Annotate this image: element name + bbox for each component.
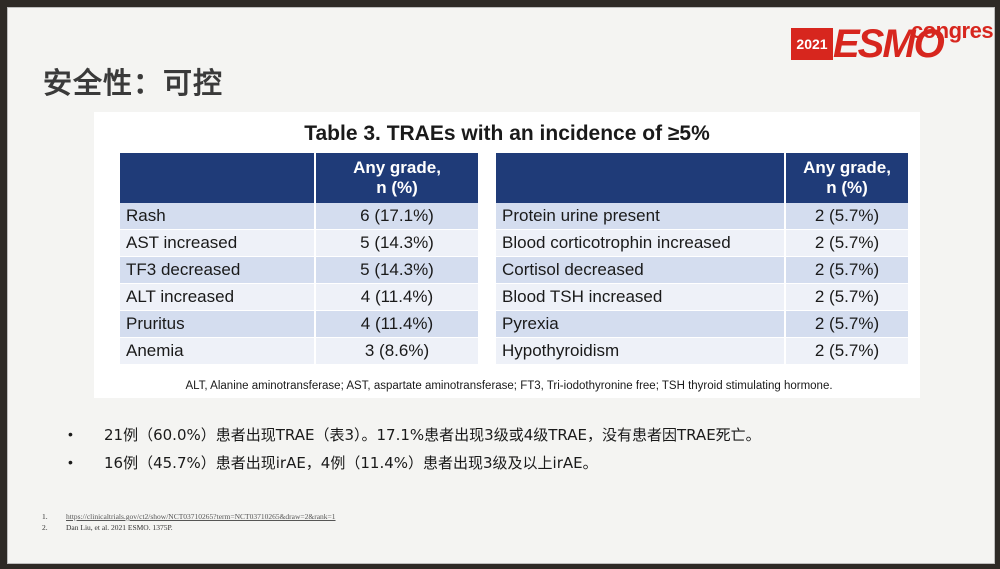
reference-link[interactable]: https://clinicaltrials.gov/ct2/show/NCT0… — [66, 512, 336, 521]
event-name-cell: Anemia — [120, 337, 316, 365]
event-name-cell: Protein urine present — [496, 203, 786, 230]
reference-item: 2. Dan Liu, et al. 2021 ESMO. 1375P. — [42, 523, 336, 534]
table-header-cell: Any grade, n (%) — [315, 153, 478, 203]
logo-brand: ESMO — [833, 22, 945, 66]
bullet-text: 16例（45.7%）患者出现irAE，4例（11.4%）患者出现3级及以上irA… — [104, 453, 598, 472]
table-header-cell — [496, 153, 786, 203]
event-name-cell: AST increased — [120, 229, 316, 257]
event-name-cell: Cortisol decreased — [496, 256, 786, 284]
any-grade-cell: 2 (5.7%) — [785, 283, 908, 311]
table-header-row: Any grade, n (%) — [120, 153, 478, 203]
table-row: Pruritus 4 (11.4%) — [120, 310, 478, 338]
table-row: TF3 decreased 5 (14.3%) — [120, 256, 478, 284]
reference-number: 2. — [42, 523, 48, 532]
table-area: Table 3. TRAEs with an incidence of ≥5% … — [94, 112, 920, 398]
list-item: • 21例（60.0%）患者出现TRAE（表3）。17.1%患者出现3级或4级T… — [68, 420, 761, 448]
trae-table-right: Any grade, n (%) Protein urine present 2 … — [496, 153, 908, 365]
event-name-cell: Rash — [120, 203, 316, 230]
table-row: Blood TSH increased 2 (5.7%) — [496, 283, 908, 311]
bullet-text: 21例（60.0%）患者出现TRAE（表3）。17.1%患者出现3级或4级TRA… — [104, 425, 761, 444]
table-row: Rash 6 (17.1%) — [120, 203, 478, 230]
reference-item: 1. https://clinicaltrials.gov/ct2/show/N… — [42, 512, 336, 523]
table-footnote: ALT, Alanine aminotransferase; AST, aspa… — [185, 380, 833, 392]
event-name-cell: Hypothyroidism — [496, 337, 786, 365]
bullet-icon: • — [68, 426, 73, 442]
event-name-cell: Pruritus — [120, 310, 316, 338]
any-grade-cell: 2 (5.7%) — [785, 229, 908, 257]
references: 1. https://clinicaltrials.gov/ct2/show/N… — [42, 512, 336, 534]
any-grade-cell: 5 (14.3%) — [315, 256, 478, 284]
table-row: Cortisol decreased 2 (5.7%) — [496, 256, 908, 284]
table-header-cell — [120, 153, 316, 203]
esmo-logo: 2021 ESMO congress — [791, 18, 994, 78]
slide: 安全性：可控 2021 ESMO congress Table 3. TRAEs… — [7, 7, 995, 564]
any-grade-cell: 2 (5.7%) — [785, 337, 908, 365]
any-grade-cell: 4 (11.4%) — [315, 283, 478, 311]
any-grade-cell: 2 (5.7%) — [785, 310, 908, 338]
table-row: Protein urine present 2 (5.7%) — [496, 203, 908, 230]
logo-suffix: congress — [911, 18, 994, 43]
table-header-cell: Any grade, n (%) — [785, 153, 908, 203]
table-header-row: Any grade, n (%) — [496, 153, 908, 203]
any-grade-cell: 3 (8.6%) — [315, 337, 478, 365]
any-grade-cell: 2 (5.7%) — [785, 256, 908, 284]
page-title: 安全性：可控 — [43, 66, 224, 100]
event-name-cell: Pyrexia — [496, 310, 786, 338]
any-grade-cell: 2 (5.7%) — [785, 203, 908, 230]
any-grade-cell: 5 (14.3%) — [315, 229, 478, 257]
table-row: AST increased 5 (14.3%) — [120, 229, 478, 257]
bullet-list: • 21例（60.0%）患者出现TRAE（表3）。17.1%患者出现3级或4级T… — [68, 420, 761, 476]
any-grade-cell: 6 (17.1%) — [315, 203, 478, 230]
any-grade-cell: 4 (11.4%) — [315, 310, 478, 338]
table-row: Anemia 3 (8.6%) — [120, 337, 478, 365]
table-caption: Table 3. TRAEs with an incidence of ≥5% — [304, 122, 710, 145]
table-row: Blood corticotrophin increased 2 (5.7%) — [496, 229, 908, 257]
event-name-cell: Blood TSH increased — [496, 283, 786, 311]
logo-year: 2021 — [791, 28, 833, 60]
table-row: Hypothyroidism 2 (5.7%) — [496, 337, 908, 365]
table-row: Pyrexia 2 (5.7%) — [496, 310, 908, 338]
trae-table-left: Any grade, n (%) Rash 6 (17.1%) AST increa… — [120, 153, 478, 365]
reference-number: 1. — [42, 512, 48, 521]
reference-text: Dan Liu, et al. 2021 ESMO. 1375P. — [66, 523, 173, 532]
event-name-cell: Blood corticotrophin increased — [496, 229, 786, 257]
bullet-icon: • — [68, 454, 73, 470]
event-name-cell: TF3 decreased — [120, 256, 316, 284]
list-item: • 16例（45.7%）患者出现irAE，4例（11.4%）患者出现3级及以上i… — [68, 448, 761, 476]
event-name-cell: ALT increased — [120, 283, 316, 311]
table-row: ALT increased 4 (11.4%) — [120, 283, 478, 311]
